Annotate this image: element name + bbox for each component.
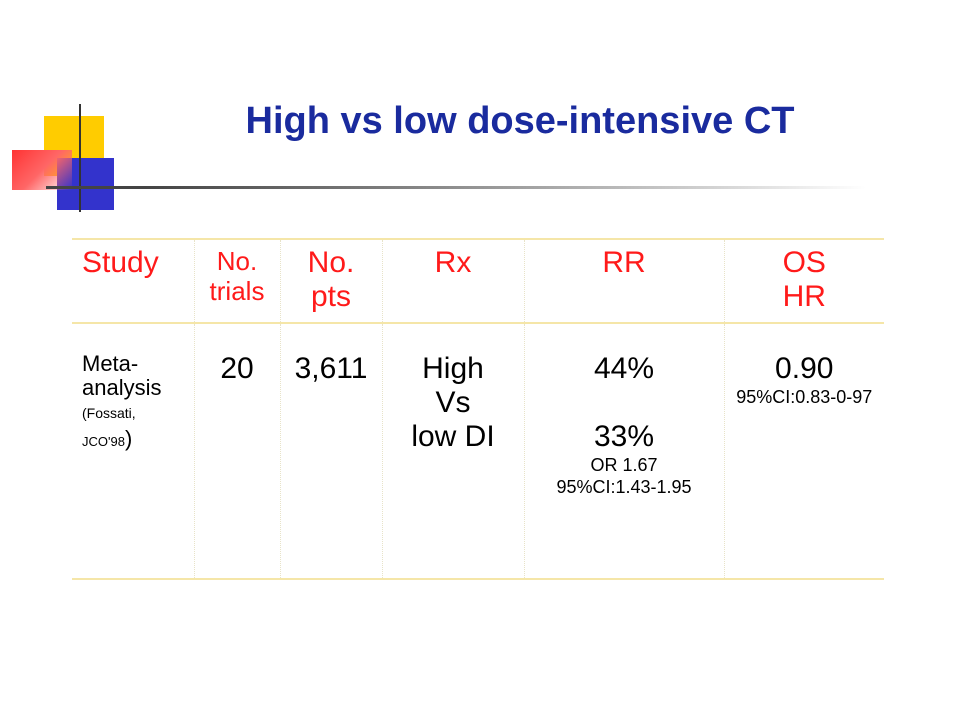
header-study: Study xyxy=(72,238,195,324)
cell-rr: 44% 33% OR 1.67 95%CI:1.43-1.95 xyxy=(524,323,725,580)
header-rr: RR xyxy=(524,238,725,324)
table-row: Meta- analysis (Fossati, JCO'98) 20 3,61… xyxy=(72,323,884,580)
cell-trials: 20 xyxy=(194,323,281,580)
header-os-hr: OS HR xyxy=(724,238,884,324)
decor-red-square xyxy=(12,150,72,190)
table-header-row: Study No. trials No. pts Rx RR OS HR xyxy=(72,238,884,324)
header-pts: No. pts xyxy=(280,238,383,324)
header-trials: No. trials xyxy=(194,238,281,324)
cell-rx: High Vs low DI xyxy=(382,323,525,580)
cell-pts: 3,611 xyxy=(280,323,383,580)
title-underline xyxy=(46,186,866,189)
cell-os-hr: 0.90 95%CI:0.83-0-97 xyxy=(724,323,884,580)
slide-title: High vs low dose-intensive CT xyxy=(245,100,795,142)
cell-study: Meta- analysis (Fossati, JCO'98) xyxy=(72,323,195,580)
results-table: Study No. trials No. pts Rx RR OS HR Met… xyxy=(72,238,884,580)
header-rx: Rx xyxy=(382,238,525,324)
decor-vertical-line xyxy=(79,104,81,212)
